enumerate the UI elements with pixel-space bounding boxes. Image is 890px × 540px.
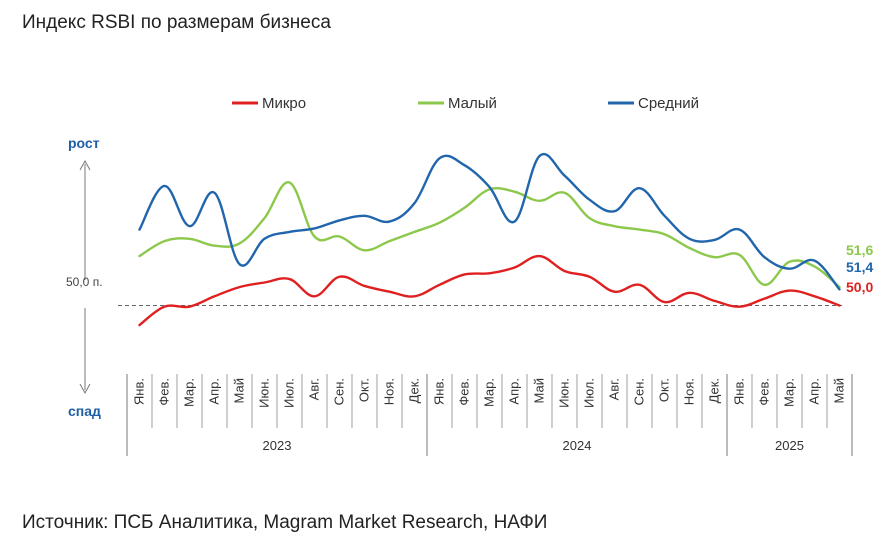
end-labels: 50,0 51,651,4 (846, 242, 873, 295)
x-tick-label: Мар. (782, 378, 797, 407)
year-label: 2025 (775, 438, 804, 453)
axis-group: рост спад 50,0 п. (66, 135, 842, 419)
x-tick-label: Янв. (432, 378, 447, 405)
x-tick-label: Июл. (582, 378, 597, 408)
legend-label-1: Микро (262, 95, 306, 112)
x-tick-label: Дек. (407, 378, 422, 403)
down-label: спад (68, 403, 101, 419)
x-tick-label: Ноя. (382, 378, 397, 405)
series-line-3 (138, 152, 841, 291)
end-label-2: 51,6 (846, 242, 873, 258)
x-tick-label: Сен. (332, 378, 347, 405)
legend: Микро Малый Средний (232, 95, 699, 112)
x-tick-label: Авг. (307, 378, 322, 400)
x-tick-label: Сен. (632, 378, 647, 405)
down-arrow-head (79, 383, 91, 395)
x-tick-label: Окт. (357, 378, 372, 402)
x-tick-label: Апр. (207, 378, 222, 405)
x-tick-label: Мар. (182, 378, 197, 407)
legend-label-2: Малый (448, 95, 497, 112)
x-tick-label: Май (832, 378, 847, 403)
x-tick-label: Июн. (257, 378, 272, 408)
x-axis: Янв. Фев. Мар. Апр. Май Июн. Июл. Авг. Сен. Окт. Н… (126, 374, 853, 456)
x-tick-label: Май (232, 378, 247, 403)
x-tick-label: Янв. (732, 378, 747, 405)
x-tick-label: Июн. (557, 378, 572, 408)
source-note: Источник: ПСБ Аналитика, Magram Market R… (22, 512, 548, 533)
up-label: рост (68, 135, 100, 151)
x-tick-label: Апр. (507, 378, 522, 405)
x-tick-label: Дек. (707, 378, 722, 403)
series-line-1 (138, 254, 841, 327)
x-tick-label: Янв. (132, 378, 147, 405)
legend-label-3: Средний (638, 95, 699, 112)
x-tick-label: Фев. (757, 378, 772, 406)
chart-title: Индекс RSBI по размерам бизнеса (22, 12, 331, 33)
x-tick-label: Апр. (807, 378, 822, 405)
x-tick-label: Авг. (607, 378, 622, 400)
x-tick-label: Май (532, 378, 547, 403)
x-tick-label: Ноя. (682, 378, 697, 405)
x-tick-label: Мар. (482, 378, 497, 407)
series-group (138, 152, 841, 327)
up-arrow-head (79, 159, 91, 171)
year-label: 2024 (563, 438, 592, 453)
series-line-2 (138, 181, 841, 289)
end-label-3: 51,4 (846, 259, 873, 275)
year-label: 2023 (263, 438, 292, 453)
x-tick-label: Июл. (282, 378, 297, 408)
end-label-1: 50,0 (846, 279, 873, 295)
x-tick-label: Окт. (657, 378, 672, 402)
reference-label: 50,0 п. (66, 275, 103, 289)
x-tick-label: Фев. (157, 378, 172, 406)
x-tick-label: Фев. (457, 378, 472, 406)
